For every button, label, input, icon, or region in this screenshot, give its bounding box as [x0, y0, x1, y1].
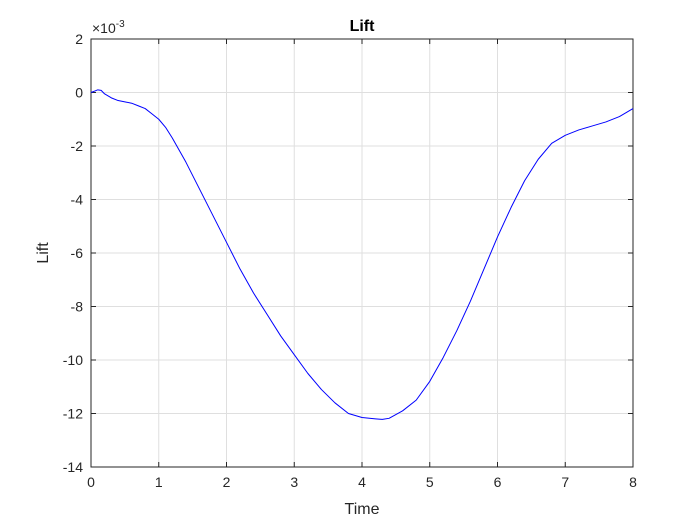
exponent-base: ×10: [92, 20, 116, 36]
y-tick-label: 0: [75, 85, 83, 101]
x-axis-label: Time: [345, 501, 380, 518]
x-tick-label: 5: [426, 474, 434, 490]
x-tick-label: 8: [629, 474, 637, 490]
y-tick-label: 2: [75, 31, 83, 47]
axis-ticks: 0 1 2 3 4 5 6 7 8 -14 -12 -10 -8 -6 -4 -2 0 2: [63, 31, 637, 490]
x-tick-label: 7: [561, 474, 569, 490]
x-tick-label: 6: [494, 474, 502, 490]
x-tick-label: 0: [87, 474, 95, 490]
chart-title: Lift: [350, 18, 376, 35]
y-tick-label: -6: [71, 245, 84, 261]
x-tick-label: 3: [290, 474, 298, 490]
y-tick-label: -2: [71, 138, 84, 154]
y-tick-label: -8: [71, 299, 84, 315]
x-tick-label: 4: [358, 474, 366, 490]
x-tick-label: 2: [223, 474, 231, 490]
y-tick-label: -12: [63, 406, 83, 422]
y-exponent-label: ×10-3: [92, 19, 125, 36]
y-tick-label: -14: [63, 459, 83, 475]
y-tick-label: -10: [63, 352, 83, 368]
x-tick-label: 1: [155, 474, 163, 490]
y-tick-label: -4: [71, 192, 84, 208]
y-axis-label: Lift: [35, 242, 52, 264]
lift-series-line: [90, 89, 634, 420]
series-group: [90, 89, 634, 420]
exponent-power: -3: [116, 19, 125, 30]
